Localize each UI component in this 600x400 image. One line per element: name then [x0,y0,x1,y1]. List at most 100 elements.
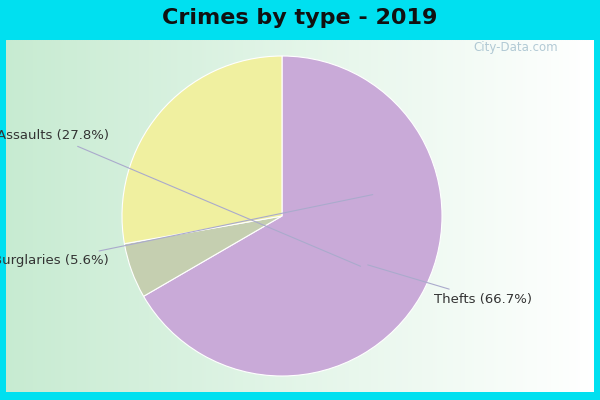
Bar [478,40,481,392]
Bar [298,40,300,392]
Bar [165,40,167,392]
Bar [37,40,40,392]
Bar [86,40,88,392]
Bar [249,40,251,392]
Bar [584,40,586,392]
Bar [504,40,506,392]
Bar [20,40,22,392]
Bar [173,40,175,392]
Bar [137,40,139,392]
Bar [521,40,523,392]
Bar [592,40,594,392]
Bar [547,40,549,392]
Bar [365,40,367,392]
Bar [351,40,353,392]
Bar [159,40,161,392]
Bar [368,40,371,392]
Bar [131,40,133,392]
Bar [59,40,61,392]
Bar [22,40,23,392]
Bar [280,40,283,392]
Bar [67,40,69,392]
Bar [323,40,325,392]
Bar [343,40,345,392]
Bar [40,40,41,392]
Bar [520,40,521,392]
Bar [506,40,508,392]
Bar [55,40,57,392]
Bar [263,40,265,392]
Bar [461,40,463,392]
Bar [108,40,110,392]
Bar [418,40,419,392]
Text: City-Data.com: City-Data.com [473,42,559,54]
Bar [463,40,464,392]
Bar [227,40,229,392]
Bar [492,40,494,392]
Bar [345,40,347,392]
Bar [45,40,47,392]
Bar [382,40,384,392]
Bar [79,40,80,392]
Bar [98,40,100,392]
Bar [430,40,431,392]
Bar [316,40,317,392]
Bar [61,40,63,392]
Bar [49,40,51,392]
Bar [163,40,165,392]
Bar [475,40,476,392]
Bar [178,40,181,392]
Bar [302,40,304,392]
Bar [26,40,28,392]
Bar [65,40,67,392]
Bar [239,40,241,392]
Bar [143,40,145,392]
Bar [515,40,518,392]
Bar [406,40,408,392]
Bar [590,40,592,392]
Bar [476,40,478,392]
Bar [355,40,357,392]
Bar [580,40,582,392]
Bar [441,40,443,392]
Bar [551,40,553,392]
Bar [290,40,292,392]
Text: Burglaries (5.6%): Burglaries (5.6%) [0,195,373,267]
Bar [243,40,245,392]
Bar [482,40,484,392]
Bar [379,40,380,392]
Bar [125,40,128,392]
Bar [557,40,559,392]
Bar [578,40,580,392]
Bar [53,40,55,392]
Bar [376,40,379,392]
Bar [433,40,435,392]
Bar [259,40,261,392]
Bar [455,40,457,392]
Bar [82,40,85,392]
Bar [306,40,308,392]
Bar [472,40,475,392]
Bar [555,40,557,392]
Bar [136,40,137,392]
Bar [500,40,502,392]
Bar [510,40,512,392]
Bar [241,40,243,392]
Bar [71,40,73,392]
Bar [553,40,555,392]
Bar [367,40,368,392]
Bar [151,40,153,392]
Bar [34,40,35,392]
Bar [447,40,449,392]
Bar [296,40,298,392]
Bar [337,40,339,392]
Wedge shape [124,216,282,296]
Bar [43,40,45,392]
Bar [198,40,200,392]
Bar [18,40,20,392]
Bar [124,40,125,392]
Bar [357,40,359,392]
Bar [518,40,520,392]
Bar [141,40,143,392]
Bar [35,40,37,392]
